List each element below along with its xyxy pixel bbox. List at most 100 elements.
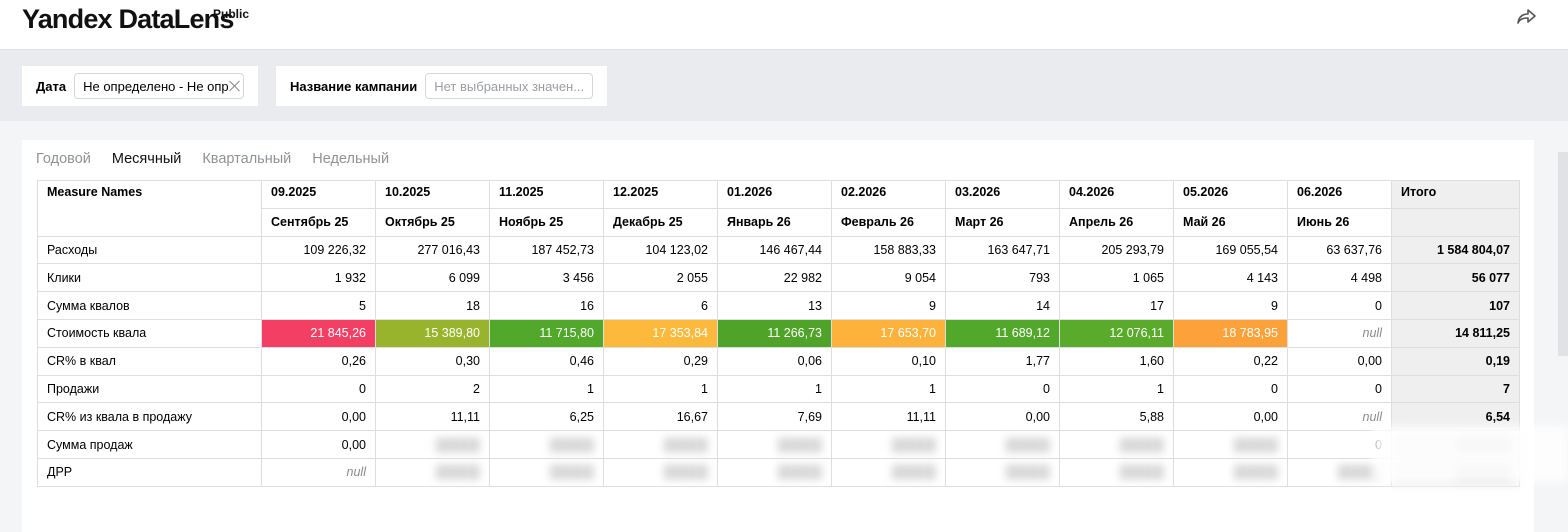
tab-yearly[interactable]: Годовой: [36, 151, 91, 167]
month-header[interactable]: 09.2025: [261, 180, 376, 209]
month-header[interactable]: 05.2026: [1173, 180, 1288, 209]
share-icon[interactable]: [1514, 6, 1538, 28]
table-cell: █████: [603, 457, 718, 487]
month-header[interactable]: 06.2026: [1287, 180, 1392, 209]
table-cell: 11 689,12: [945, 318, 1060, 348]
app-logo[interactable]: Yandex DataLens: [22, 4, 234, 34]
table-row: CR% в квал 0,26 0,30 0,46 0,29 0,06 0,10 1,77 1,…: [37, 346, 1520, 376]
month-name-header: Ноябрь 25: [489, 207, 604, 237]
table-cell: █████: [1059, 457, 1174, 487]
table-cell: 9: [1173, 291, 1288, 320]
table-cell: 187 452,73: [489, 235, 604, 265]
tab-quarterly[interactable]: Квартальный: [202, 151, 292, 167]
table-cell: 14: [945, 291, 1060, 320]
table-cell: 205 293,79: [1059, 235, 1174, 265]
month-header[interactable]: 10.2025: [375, 180, 490, 209]
table-row: Сумма продаж 0,00 █████ █████ █████ █████ ████…: [37, 430, 1520, 459]
table-cell: null: [261, 457, 376, 487]
table-cell: █████: [945, 457, 1060, 487]
table-cell: 2 055: [603, 263, 718, 293]
table-cell: 5,88: [1059, 402, 1174, 432]
table-cell: 0,26: [261, 346, 376, 376]
table-cell: 793: [945, 263, 1060, 293]
table-cell: █████: [489, 430, 604, 459]
table-cell: 0: [1173, 374, 1288, 404]
table-cell: 17 653,70: [831, 318, 946, 348]
month-name-header: Июнь 26: [1287, 207, 1392, 237]
table-cell: 22 982: [717, 263, 832, 293]
table-cell: 1: [489, 374, 604, 404]
table-row: ДРР null █████ █████ █████ █████ █████ █████ ███…: [37, 457, 1520, 487]
table-cell: 21 845,26: [261, 318, 376, 348]
table-cell: █████: [831, 430, 946, 459]
table-cell: 9 054: [831, 263, 946, 293]
month-name-header: Январь 26: [717, 207, 832, 237]
tab-weekly[interactable]: Недельный: [312, 151, 390, 167]
table-cell: 4 498: [1287, 263, 1392, 293]
pivot-table: Measure Names 09.2025 10.2025 11.2025 12.20…: [37, 180, 1520, 487]
table-cell: 0,06: [717, 346, 832, 376]
campaign-filter: Название кампании Нет выбранных значен..…: [276, 66, 607, 106]
table-cell: █████: [489, 457, 604, 487]
table-cell: 169 055,54: [1173, 235, 1288, 265]
month-header[interactable]: 03.2026: [945, 180, 1060, 209]
month-header[interactable]: 02.2026: [831, 180, 946, 209]
campaign-filter-label: Название кампании: [290, 78, 418, 94]
filters-bar: Дата Не определено - Не опр Название кам…: [0, 50, 1568, 121]
row-label: Расходы: [37, 235, 262, 265]
table-cell: 1,60: [1059, 346, 1174, 376]
clear-icon[interactable]: [229, 80, 235, 92]
table-cell: █████: [603, 430, 718, 459]
table-cell: 0,00: [1287, 346, 1392, 376]
date-range-field[interactable]: Не определено - Не опр: [74, 73, 244, 99]
row-label: Сумма квалов: [37, 291, 262, 320]
total-header[interactable]: Итого: [1391, 180, 1520, 209]
table-row: Сумма квалов 5 18 16 6 13 9 14 17 9 0 107: [37, 291, 1520, 320]
total-header-empty: [1391, 207, 1520, 237]
month-header[interactable]: 04.2026: [1059, 180, 1174, 209]
month-name-header: Март 26: [945, 207, 1060, 237]
campaign-select[interactable]: Нет выбранных значен...: [425, 73, 593, 99]
table-cell: 16: [489, 291, 604, 320]
table-cell: 13: [717, 291, 832, 320]
table-cell: █████: [717, 430, 832, 459]
table-cell: 163 647,71: [945, 235, 1060, 265]
month-header[interactable]: 11.2025: [489, 180, 604, 209]
scrollbar[interactable]: [1558, 152, 1568, 356]
table-cell: █████: [945, 430, 1060, 459]
table-cell: 0,00: [261, 430, 376, 459]
date-range-value: Не определено - Не опр: [83, 78, 229, 94]
table-cell: 0,30: [375, 346, 490, 376]
month-header[interactable]: 01.2026: [717, 180, 832, 209]
table-cell: 0,46: [489, 346, 604, 376]
date-filter: Дата Не определено - Не опр: [22, 66, 258, 106]
table-cell: 0: [1287, 291, 1392, 320]
table-cell: 11,11: [831, 402, 946, 432]
row-label: Клики: [37, 263, 262, 293]
table-cell: 0,00: [945, 402, 1060, 432]
table-cell: 11 715,80: [489, 318, 604, 348]
table-row: Клики 1 932 6 099 3 456 2 055 22 982 9 054 793 1…: [37, 263, 1520, 293]
table-cell: 18: [375, 291, 490, 320]
table-cell: 1 932: [261, 263, 376, 293]
table-cell: 158 883,33: [831, 235, 946, 265]
table-cell: 6 099: [375, 263, 490, 293]
table-cell: 18 783,95: [1173, 318, 1288, 348]
table-cell: 17: [1059, 291, 1174, 320]
table-cell: 6,25: [489, 402, 604, 432]
table-cell: 277 016,43: [375, 235, 490, 265]
blurred-overlay: [1372, 426, 1568, 482]
table-cell: 0: [945, 374, 1060, 404]
table-cell: 109 226,32: [261, 235, 376, 265]
month-name-header: Февраль 26: [831, 207, 946, 237]
tab-monthly[interactable]: Месячный: [111, 151, 182, 167]
row-label: CR% в квал: [37, 346, 262, 376]
table-cell: 1: [603, 374, 718, 404]
table-cell: 0: [1287, 374, 1392, 404]
table-cell: 104 123,02: [603, 235, 718, 265]
month-header[interactable]: 12.2025: [603, 180, 718, 209]
row-label: Сумма продаж: [37, 430, 262, 459]
table-cell: 1,77: [945, 346, 1060, 376]
table-cell: 1: [1059, 374, 1174, 404]
total-cell: 107: [1391, 291, 1520, 320]
